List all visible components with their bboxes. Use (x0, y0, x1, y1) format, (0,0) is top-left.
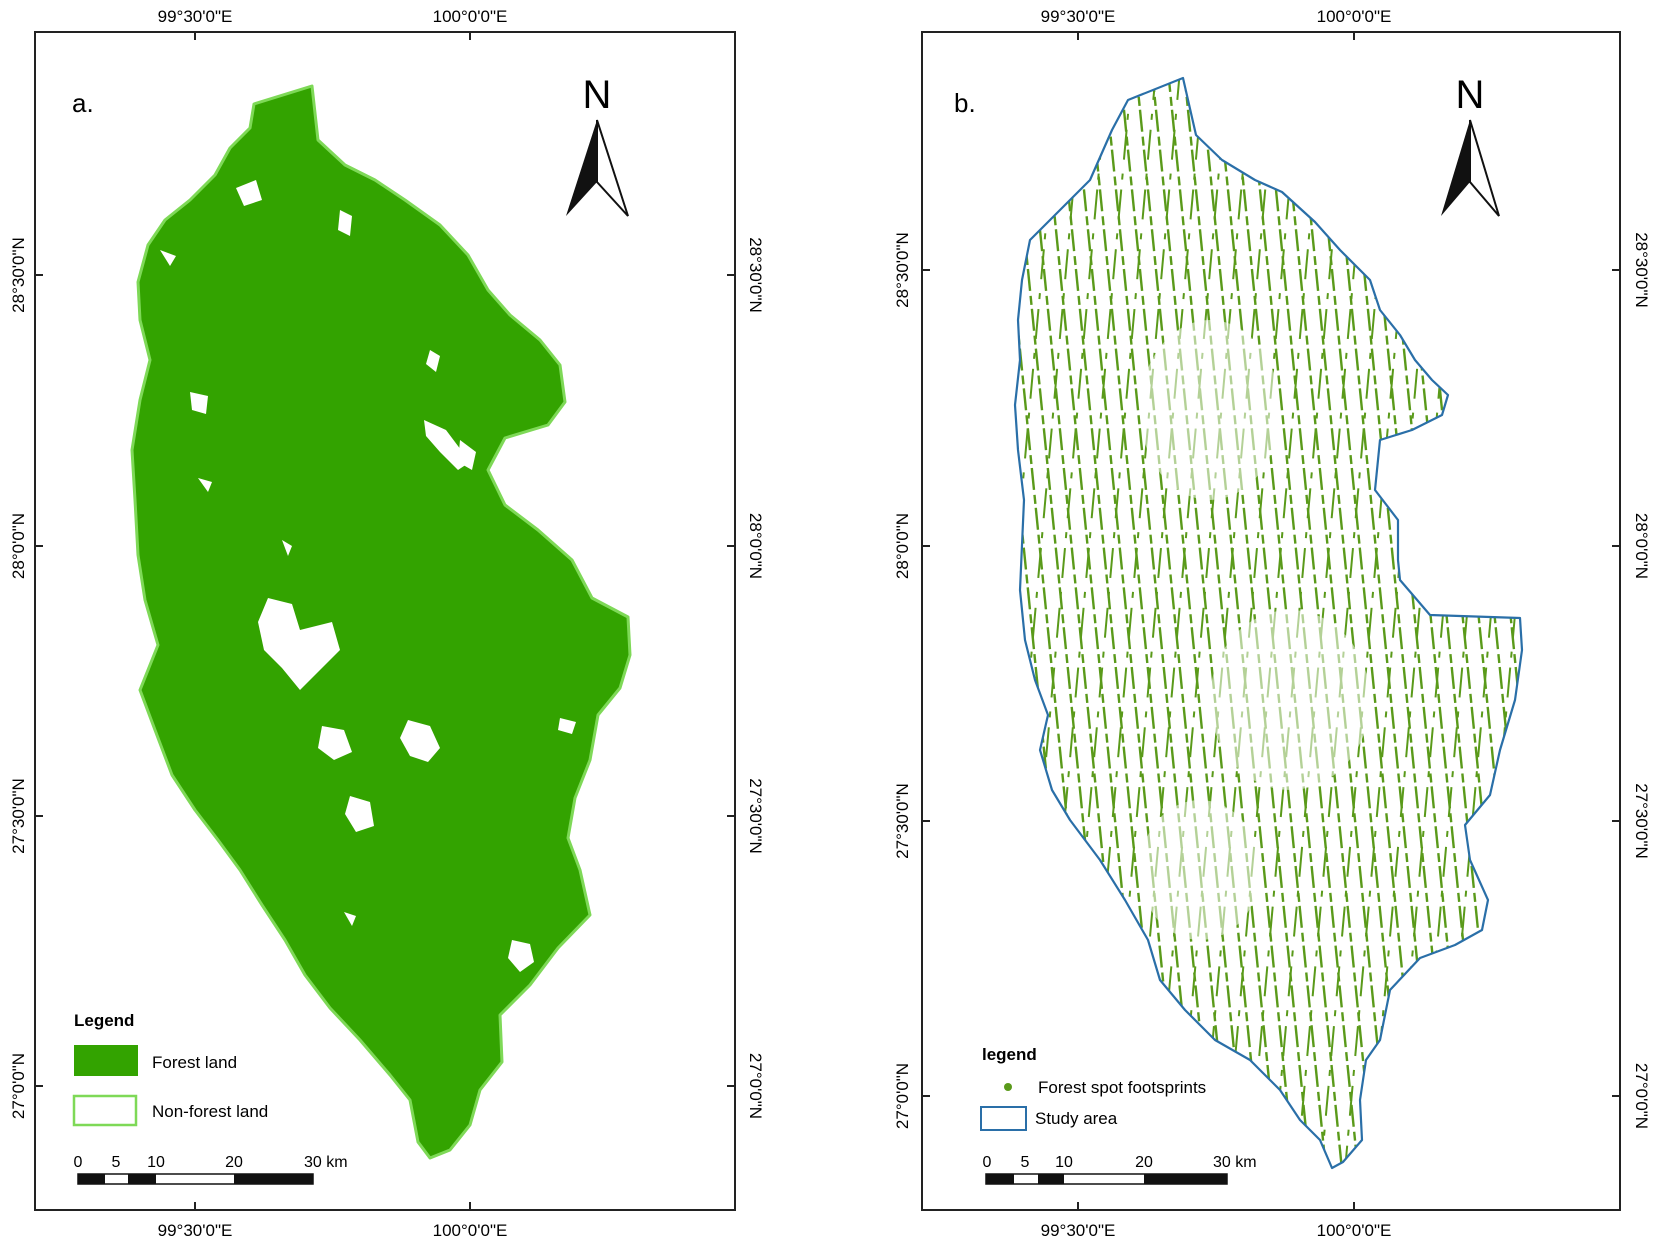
footprint-track (1015, 78, 1085, 1168)
panel-b-scale-0: 0 (983, 1154, 992, 1171)
panel-b-left-tick-4: 27°0'0"N (893, 1063, 912, 1129)
panel-b-top-tick-2: 100°0'0"E (1317, 7, 1392, 26)
panel-a-top-tick-2: 100°0'0"E (433, 7, 508, 26)
panel-b-north-label: N (1456, 73, 1485, 117)
footprint-track (1086, 78, 1201, 1168)
panel-a-scale-20: 20 (225, 1154, 243, 1171)
panel-b-scale-bar: 0 5 10 20 30 km (983, 1154, 1257, 1185)
non-forest-patch (282, 540, 292, 556)
non-forest-land-swatch (72, 1094, 138, 1127)
panel-b-right-tick-2: 28°0'0"N (1632, 513, 1651, 579)
non-forest-patch (426, 350, 440, 372)
panel-b-left-tick-1: 28°30'0"N (893, 232, 912, 308)
footprint-track (1246, 78, 1361, 1168)
north-arrow-icon: N (566, 73, 629, 217)
panel-b-right-tick-3: 27°30'0"N (1632, 783, 1651, 859)
panel-a-left-tick-1: 28°30'0"N (9, 237, 28, 313)
panel-b-legend-title: legend (982, 1045, 1037, 1064)
non-forest-patch (345, 796, 374, 832)
panel-b-right-tick-4: 27°0'0"N (1632, 1063, 1651, 1129)
footprint-dot-icon (1004, 1083, 1012, 1091)
panel-b-left-tick-2: 28°0'0"N (893, 513, 912, 579)
panel-a-label: a. (72, 88, 94, 118)
panel-a-right-tick-1: 28°30'0"N (746, 237, 765, 313)
footprint-track (1278, 78, 1393, 1168)
study-area-swatch (980, 1106, 1027, 1131)
panel-a-scale-0: 0 (74, 1154, 83, 1171)
non-forest-patch (338, 210, 352, 236)
panel-b-scale-30: 30 km (1213, 1154, 1257, 1171)
panel-a-right-tick-3: 27°30'0"N (746, 778, 765, 854)
non-forest-patch (558, 718, 576, 734)
panel-a-bottom-tick-2: 100°0'0"E (433, 1221, 508, 1240)
panel-a-right-tick-2: 28°0'0"N (746, 513, 765, 579)
panel-a-left-tick-2: 28°0'0"N (9, 513, 28, 579)
non-forest-patches (160, 180, 576, 972)
forest-land-swatch (74, 1045, 138, 1076)
sparse-footprint-area (1140, 800, 1260, 940)
panel-a-left-tick-3: 27°30'0"N (9, 778, 28, 854)
footprint-track (1134, 78, 1249, 1168)
panel-b-left-tick-3: 27°30'0"N (893, 783, 912, 859)
non-forest-patch (508, 940, 534, 972)
non-forest-patch (160, 250, 176, 266)
footprints-label: Forest spot footsprints (1038, 1078, 1206, 1097)
panel-a-legend-title: Legend (74, 1011, 134, 1030)
panel-b-scale-5: 5 (1021, 1154, 1030, 1171)
footprint-track (1262, 78, 1377, 1168)
panel-a-bottom-tick-1: 99°30'0"E (158, 1221, 233, 1240)
non-forest-patch (458, 440, 476, 470)
panel-a-north-label: N (583, 73, 612, 117)
panel-a-right-tick-4: 27°0'0"N (746, 1053, 765, 1119)
panel-b-bottom-tick-1: 99°30'0"E (1041, 1221, 1116, 1240)
panel-b-ticks (922, 32, 1620, 1210)
non-forest-patch (258, 598, 340, 690)
non-forest-patch (318, 726, 352, 760)
panel-b-label: b. (954, 88, 976, 118)
panel-a-legend: Legend Forest land Non-forest land (72, 1011, 268, 1127)
non-forest-patch (198, 478, 212, 492)
footprint-track (1015, 78, 1061, 1168)
footprint-track (1102, 78, 1217, 1168)
study-area-label: Study area (1035, 1109, 1118, 1128)
footprint-track (1198, 78, 1313, 1168)
north-arrow-icon: N (1441, 73, 1500, 217)
sparse-footprint-area (1210, 610, 1370, 790)
panel-a-scale-5: 5 (112, 1154, 121, 1171)
forest-land-region (130, 84, 632, 1160)
panel-b-top-tick-1: 99°30'0"E (1041, 7, 1116, 26)
panel-a: 99°30'0"E 100°0'0"E 99°30'0"E 100°0'0"E … (9, 7, 765, 1240)
panel-a-left-tick-4: 27°0'0"N (9, 1053, 28, 1119)
non-forest-land-label: Non-forest land (152, 1102, 268, 1121)
footprint-track (1150, 78, 1265, 1168)
panel-b-bottom-tick-2: 100°0'0"E (1317, 1221, 1392, 1240)
study-area-outline (1013, 76, 1524, 1170)
footprint-track (1230, 78, 1345, 1168)
panel-b-legend: legend Forest spot footsprints Study are… (980, 1045, 1206, 1131)
non-forest-patch (344, 912, 356, 926)
panel-b-scale-20: 20 (1135, 1154, 1153, 1171)
footprint-track (1166, 78, 1281, 1168)
footprint-track (1182, 78, 1297, 1168)
panel-a-scale-bar: 0 5 10 20 30 km (74, 1154, 348, 1185)
non-forest-patch (400, 720, 440, 762)
footprint-track (1214, 78, 1329, 1168)
footprint-track (1175, 78, 1277, 1168)
footprint-track (1118, 78, 1233, 1168)
non-forest-patch (190, 392, 208, 414)
panel-a-scale-30: 30 km (304, 1154, 348, 1171)
panel-a-top-tick-1: 99°30'0"E (158, 7, 233, 26)
sparse-footprint-area (1140, 320, 1280, 500)
forest-land-label: Forest land (152, 1053, 237, 1072)
panel-b-right-tick-1: 28°30'0"N (1632, 232, 1651, 308)
panel-b: 99°30'0"E 100°0'0"E 99°30'0"E 100°0'0"E … (893, 7, 1651, 1240)
non-forest-patch (236, 180, 262, 206)
panel-b-scale-10: 10 (1055, 1154, 1073, 1171)
panel-a-ticks (35, 32, 735, 1210)
panel-a-scale-10: 10 (147, 1154, 165, 1171)
